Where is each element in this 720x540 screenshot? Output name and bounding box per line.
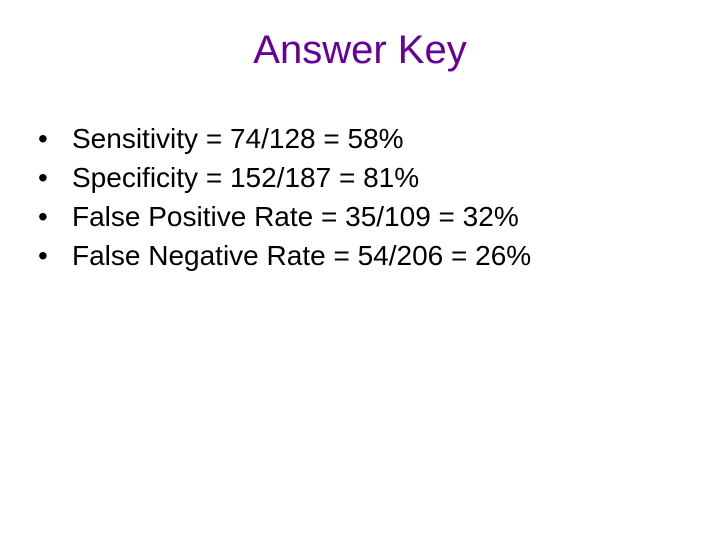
bullet-list: • Sensitivity = 74/128 = 58% • Specifici… <box>0 73 720 273</box>
list-item-text: Specificity = 152/187 = 81% <box>72 160 419 195</box>
list-item-text: False Negative Rate = 54/206 = 26% <box>72 238 531 273</box>
list-item: • False Negative Rate = 54/206 = 26% <box>38 238 720 273</box>
list-item: • Specificity = 152/187 = 81% <box>38 160 720 195</box>
bullet-icon: • <box>38 122 72 156</box>
list-item: • Sensitivity = 74/128 = 58% <box>38 121 720 156</box>
bullet-icon: • <box>38 200 72 234</box>
list-item: • False Positive Rate = 35/109 = 32% <box>38 199 720 234</box>
slide-title: Answer Key <box>0 0 720 73</box>
list-item-text: False Positive Rate = 35/109 = 32% <box>72 199 519 234</box>
bullet-icon: • <box>38 161 72 195</box>
bullet-icon: • <box>38 239 72 273</box>
list-item-text: Sensitivity = 74/128 = 58% <box>72 121 404 156</box>
